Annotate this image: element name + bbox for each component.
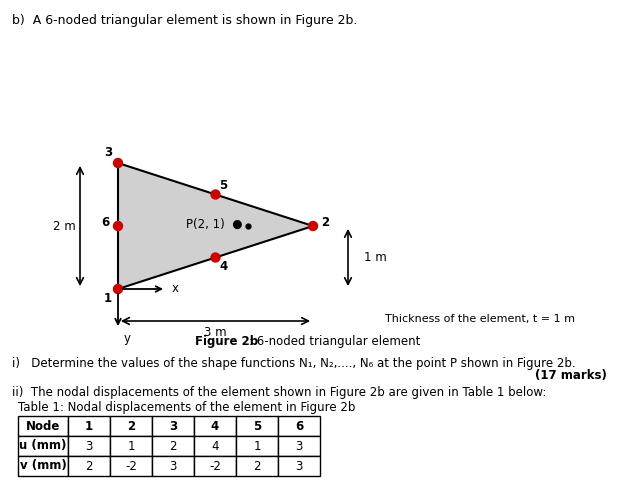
- Text: 1: 1: [104, 292, 112, 305]
- Text: Thickness of the element, t = 1 m: Thickness of the element, t = 1 m: [385, 314, 575, 324]
- Text: 2 m: 2 m: [52, 219, 75, 233]
- Text: 3: 3: [296, 459, 303, 472]
- Text: 1: 1: [127, 440, 135, 453]
- Bar: [194, 456, 236, 476]
- Bar: [18, 456, 68, 476]
- Bar: [152, 436, 194, 456]
- Text: : 6-noded triangular element: : 6-noded triangular element: [249, 335, 420, 348]
- Text: 5: 5: [253, 419, 261, 433]
- Text: 4: 4: [211, 419, 219, 433]
- Text: 3: 3: [296, 440, 303, 453]
- Text: 2: 2: [85, 459, 93, 472]
- Text: b)  A 6-noded triangular element is shown in Figure 2b.: b) A 6-noded triangular element is shown…: [12, 14, 357, 27]
- Text: -2: -2: [125, 459, 137, 472]
- Circle shape: [211, 253, 220, 262]
- Text: 3: 3: [169, 459, 176, 472]
- Text: 2: 2: [253, 459, 261, 472]
- Text: 6: 6: [295, 419, 303, 433]
- Text: P(2, 1)  ●: P(2, 1) ●: [186, 217, 242, 231]
- Bar: [278, 436, 320, 456]
- Bar: [152, 456, 194, 476]
- Text: 1: 1: [253, 440, 261, 453]
- Text: 5: 5: [220, 179, 228, 192]
- Text: -2: -2: [209, 459, 221, 472]
- Bar: [152, 416, 194, 436]
- Bar: [68, 416, 110, 436]
- Polygon shape: [118, 163, 313, 289]
- Bar: [110, 456, 152, 476]
- Text: 2: 2: [127, 419, 135, 433]
- Bar: [18, 436, 68, 456]
- Text: 1: 1: [85, 419, 93, 433]
- Circle shape: [114, 159, 123, 167]
- Bar: [110, 436, 152, 456]
- Bar: [68, 456, 110, 476]
- Circle shape: [114, 221, 123, 231]
- Text: Table 1: Nodal displacements of the element in Figure 2b: Table 1: Nodal displacements of the elem…: [18, 401, 355, 414]
- Text: i)   Determine the values of the shape functions N₁, N₂,...., N₆ at the point P : i) Determine the values of the shape fun…: [12, 357, 576, 370]
- Bar: [18, 416, 68, 436]
- Bar: [278, 456, 320, 476]
- Text: Figure 2b: Figure 2b: [195, 335, 258, 348]
- Text: y: y: [124, 332, 131, 345]
- Text: v (mm): v (mm): [20, 459, 67, 472]
- Bar: [194, 416, 236, 436]
- Text: u (mm): u (mm): [19, 440, 67, 453]
- Text: Node: Node: [26, 419, 60, 433]
- Text: 1 m: 1 m: [364, 251, 387, 264]
- Bar: [110, 416, 152, 436]
- Text: x: x: [172, 283, 179, 295]
- Circle shape: [211, 190, 220, 199]
- Bar: [236, 456, 278, 476]
- Text: 3 m: 3 m: [204, 326, 227, 338]
- Text: ii)  The nodal displacements of the element shown in Figure 2b are given in Tabl: ii) The nodal displacements of the eleme…: [12, 386, 547, 399]
- Bar: [194, 436, 236, 456]
- Text: 2: 2: [321, 216, 329, 230]
- Text: 3: 3: [169, 419, 177, 433]
- Text: (17 marks): (17 marks): [535, 369, 607, 382]
- Bar: [236, 436, 278, 456]
- Circle shape: [114, 285, 123, 293]
- Text: 2: 2: [169, 440, 176, 453]
- Text: 4: 4: [211, 440, 219, 453]
- Text: 6: 6: [101, 216, 109, 230]
- Text: 4: 4: [220, 260, 228, 273]
- Bar: [278, 416, 320, 436]
- Bar: [68, 436, 110, 456]
- Circle shape: [308, 221, 318, 231]
- Text: 3: 3: [104, 147, 112, 160]
- Bar: [236, 416, 278, 436]
- Text: 3: 3: [85, 440, 93, 453]
